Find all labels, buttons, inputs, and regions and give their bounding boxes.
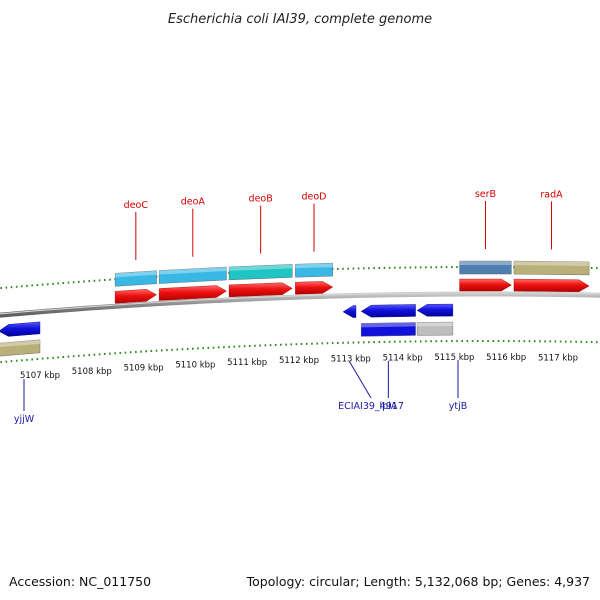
feature-highlight xyxy=(513,261,590,266)
feature-yjjW xyxy=(0,339,41,357)
feature-lplA xyxy=(360,322,416,337)
scale-labels: 5107 kbp 5108 kbp 5109 kbp 5110 kbp 5111 kbp… xyxy=(20,353,578,381)
feature-deoD xyxy=(295,262,333,278)
scale-label: 5109 kbp xyxy=(124,363,164,373)
feature-track xyxy=(0,260,590,357)
scale-label: 5115 kbp xyxy=(434,353,474,363)
gene-label-serB: serB xyxy=(475,189,496,200)
backbone-highlight xyxy=(0,292,600,315)
gene-serB[interactable] xyxy=(459,278,512,292)
gene-lplA[interactable] xyxy=(360,304,416,318)
gene-label-ytjB: ytjB xyxy=(449,401,468,412)
gene-leader-line xyxy=(349,361,372,399)
feature-serB xyxy=(459,260,512,275)
feature-highlight xyxy=(459,261,512,266)
gene-track xyxy=(0,278,590,337)
gene-deoA[interactable] xyxy=(158,285,227,301)
gene-label-deoB: deoB xyxy=(249,194,273,205)
feature-highlight xyxy=(159,267,227,275)
scale-label: 5111 kbp xyxy=(227,358,267,368)
scale-label: 5114 kbp xyxy=(383,354,423,364)
feature-highlight xyxy=(417,322,453,327)
scale-label: 5116 kbp xyxy=(486,353,526,363)
gene-label-deoD: deoD xyxy=(302,192,327,203)
gene-ECIAI39_4917[interactable] xyxy=(342,305,357,318)
gene-label-deoA: deoA xyxy=(181,197,206,208)
gene-deoD[interactable] xyxy=(295,281,334,295)
gene-deoC[interactable] xyxy=(114,289,157,304)
gene-label-radA: radA xyxy=(540,189,563,200)
scale-label: 5107 kbp xyxy=(20,371,60,381)
feature-radA xyxy=(513,260,590,276)
scale-ticks xyxy=(0,266,598,364)
gene-label-deoC: deoC xyxy=(124,200,149,211)
feature-deoB xyxy=(228,264,293,281)
feature-deoC xyxy=(114,270,157,287)
feature-ytjB xyxy=(416,321,454,336)
feature-deoA xyxy=(158,266,227,284)
backbone xyxy=(0,291,600,318)
feature-highlight xyxy=(0,339,40,348)
gene-label-ECIAI39_4917: ECIAI39_4917 xyxy=(338,401,404,412)
gene-radA[interactable] xyxy=(513,278,590,292)
backbone-line xyxy=(0,291,600,318)
scale-label: 5117 kbp xyxy=(538,353,578,363)
feature-highlight xyxy=(295,263,333,269)
feature-highlight xyxy=(229,264,293,271)
map-title: Escherichia coli IAI39, complete genome xyxy=(168,12,432,27)
gene-label-yjjW: yjjW xyxy=(14,414,35,425)
scale-label: 5108 kbp xyxy=(72,367,112,377)
feature-highlight xyxy=(115,270,157,278)
feature-highlight xyxy=(361,322,416,328)
scale-label: 5113 kbp xyxy=(331,355,371,365)
gene-label-lplA: lplA xyxy=(379,401,397,412)
gene-deoB[interactable] xyxy=(228,282,293,298)
gene-labels: deoC deoA deoB deoD serB radA yjjW ECIAI39_4917… xyxy=(14,189,563,425)
gene-ytjB[interactable] xyxy=(416,303,454,317)
accession-text: Accession: NC_011750 xyxy=(9,574,151,589)
scale-label: 5110 kbp xyxy=(175,361,215,371)
genome-summary-text: Topology: circular; Length: 5,132,068 bp… xyxy=(246,574,590,589)
scale-label: 5112 kbp xyxy=(279,356,319,366)
gene-yjjW[interactable] xyxy=(0,321,41,337)
